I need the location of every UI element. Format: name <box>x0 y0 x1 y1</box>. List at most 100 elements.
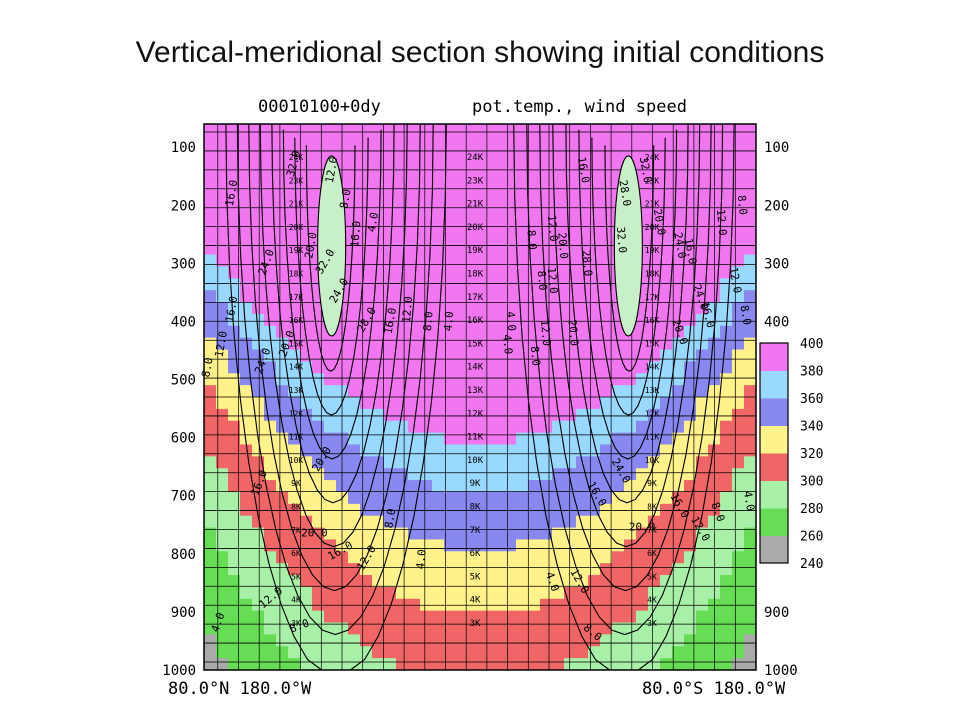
theta-cell <box>444 586 457 600</box>
theta-cell <box>432 575 445 588</box>
theta-cell <box>660 313 673 327</box>
theta-cell <box>492 491 505 505</box>
theta-cell <box>540 124 553 137</box>
theta-cell <box>648 646 661 659</box>
theta-cell <box>288 254 301 268</box>
theta-cell <box>504 456 517 469</box>
theta-cell <box>456 124 469 137</box>
colorbar-tick: 280 <box>800 502 823 517</box>
theta-cell <box>408 480 421 493</box>
theta-cell <box>456 385 469 398</box>
wind-contour-24 <box>282 129 382 460</box>
theta-cell <box>300 527 313 541</box>
theta-cell <box>216 337 229 351</box>
height-label-center: 15K <box>467 339 484 349</box>
theta-cell <box>300 266 313 279</box>
theta-cell <box>396 135 409 149</box>
theta-cell <box>372 349 385 362</box>
theta-cell <box>252 397 265 410</box>
theta-cell <box>360 468 373 481</box>
theta-cell <box>624 503 637 517</box>
theta-cell <box>504 218 517 232</box>
theta-cell <box>228 586 241 600</box>
theta-cell <box>384 195 397 208</box>
theta-cell <box>660 551 673 564</box>
theta-cell <box>360 385 373 398</box>
theta-cell <box>576 444 589 457</box>
wind-label: 20.0 <box>555 232 570 260</box>
theta-cell <box>540 254 553 268</box>
theta-cell <box>636 586 649 600</box>
pressure-tick-right: 900 <box>764 605 789 621</box>
theta-cell <box>456 527 469 541</box>
theta-cell <box>492 586 505 600</box>
theta-cell <box>252 586 265 600</box>
height-label-center: 24K <box>467 153 484 163</box>
theta-cell <box>612 527 625 541</box>
theta-cell <box>540 278 553 291</box>
theta-cell <box>612 432 625 446</box>
theta-cell <box>492 658 505 670</box>
theta-cell <box>360 159 373 173</box>
theta-cell <box>216 218 229 232</box>
theta-cell <box>420 254 433 268</box>
theta-cell <box>720 230 733 244</box>
theta-cell <box>564 503 577 517</box>
height-label-center: 19K <box>467 246 484 256</box>
theta-cell <box>228 456 241 469</box>
theta-cell <box>240 622 253 635</box>
height-grid <box>204 124 756 670</box>
theta-cell <box>384 622 397 635</box>
theta-cell <box>660 432 673 446</box>
theta-cell <box>420 171 433 184</box>
colorbar-tick: 400 <box>800 337 823 352</box>
theta-cell <box>492 456 505 469</box>
theta-cell <box>348 420 361 434</box>
theta-cell <box>528 218 541 232</box>
theta-cell <box>492 230 505 244</box>
theta-cell <box>396 242 409 256</box>
theta-cell <box>528 539 541 552</box>
theta-cell <box>396 337 409 351</box>
theta-cell <box>588 397 601 410</box>
jet-core <box>317 155 347 337</box>
theta-cell <box>504 337 517 351</box>
theta-cell <box>504 480 517 493</box>
theta-cell <box>696 408 709 422</box>
colorbar-segment <box>760 453 788 481</box>
theta-cell <box>228 313 241 327</box>
theta-cell <box>408 503 421 517</box>
theta-cell <box>612 135 625 149</box>
theta-cell <box>564 135 577 149</box>
theta-cell <box>360 610 373 624</box>
theta-cell <box>720 420 733 434</box>
theta-cell <box>324 432 337 446</box>
theta-cell <box>348 254 361 268</box>
theta-cell <box>612 420 625 434</box>
wind-label: 12.0 <box>545 267 560 295</box>
theta-cell <box>660 195 673 208</box>
theta-cell <box>480 432 493 446</box>
theta-cell <box>456 373 469 386</box>
theta-cell <box>720 586 733 600</box>
wind-label: 8.0 <box>535 270 550 291</box>
theta-cell <box>504 539 517 552</box>
theta-cell <box>732 480 745 493</box>
pressure-tick-left: 400 <box>171 315 196 331</box>
theta-cell <box>624 634 637 647</box>
theta-cell <box>264 527 277 541</box>
theta-cell <box>540 658 553 670</box>
theta-cell <box>732 218 745 232</box>
theta-cell <box>348 408 361 422</box>
theta-cell <box>384 147 397 161</box>
theta-cell <box>396 420 409 434</box>
theta-cell <box>288 195 301 208</box>
theta-cell <box>420 207 433 220</box>
theta-cell <box>492 266 505 279</box>
theta-cell <box>468 551 481 564</box>
wind-label: 28.0 <box>616 179 633 207</box>
theta-cell <box>732 420 745 434</box>
theta-cell <box>444 610 457 624</box>
theta-cell <box>456 480 469 493</box>
theta-cell <box>384 432 397 446</box>
